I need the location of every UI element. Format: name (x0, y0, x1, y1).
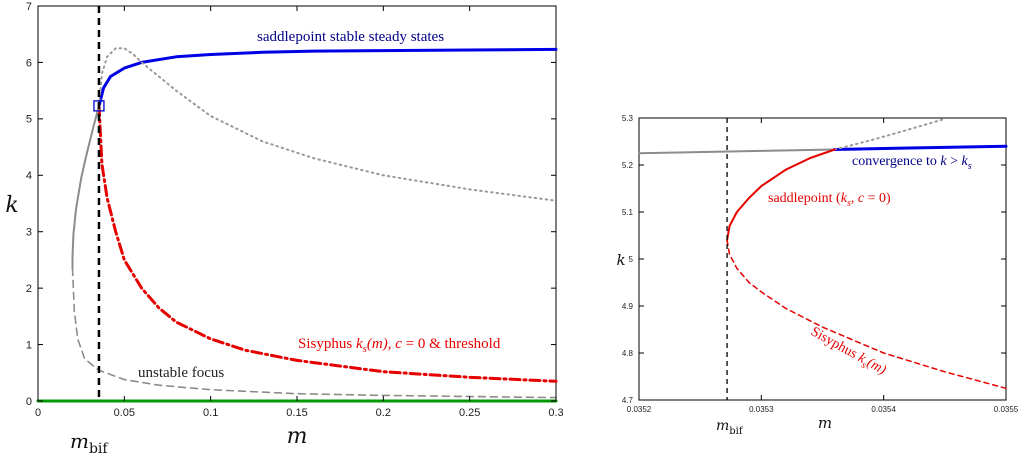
l-x-tick-label: 0.05 (114, 407, 135, 419)
left-x-axis-label: m (287, 424, 308, 449)
r-series-dotted-gray (833, 117, 946, 151)
l-x-tick-label: 0.1 (203, 407, 218, 419)
r-series-solid-gray (638, 148, 836, 155)
l-series-solid-blue (97, 47, 558, 108)
r-y-tick-label: 5.2 (622, 161, 634, 170)
l-series-dashed-gray (71, 267, 557, 399)
right-chart: 0.0352 0.0353 0.0354 0.0355 4.7 4.8 4.9 5 5.1 5.2… (616, 114, 1018, 437)
r-x-tick-label: 0.0354 (871, 405, 896, 414)
l-series-solid-gray (71, 104, 100, 270)
left-unstable-annotation: unstable focus (138, 365, 224, 381)
left-sisyphus-m: (m), (367, 336, 395, 352)
right-convergence-k: k (940, 154, 947, 169)
left-y-axis-label: k (5, 193, 18, 218)
r-y-tick-label: 4.8 (622, 349, 634, 358)
left-sisyphus-prefix: Sisyphus (298, 336, 356, 352)
right-saddle-k: k (841, 191, 848, 206)
left-plot-frame (37, 5, 557, 402)
right-saddle-suffix: = 0) (864, 191, 891, 206)
l-x-tick-label: 0.2 (376, 407, 391, 419)
right-saddle-annotation: saddlepoint (ks, c = 0) (768, 191, 891, 209)
left-bifurcation-marker (93, 100, 105, 112)
right-convergence-s: s (968, 161, 972, 172)
right-convergence-gt: > (947, 154, 962, 169)
l-y-tick-label: 1 (26, 339, 32, 351)
right-plot-frame (638, 117, 1007, 401)
right-mbif-label: mbif (716, 418, 744, 437)
l-y-tick-label: 6 (26, 57, 32, 69)
l-y-tick-label: 3 (26, 227, 32, 239)
r-x-tick-label: 0.0355 (994, 405, 1019, 414)
left-mbif-label: mbif (70, 429, 109, 457)
left-sisyphus-s: s (363, 343, 367, 355)
l-series-dashdot-red (97, 104, 558, 383)
left-sisyphus-k: k (356, 336, 363, 352)
r-y-tick-label: 4.7 (622, 396, 634, 405)
l-x-tick-label: 0.25 (459, 407, 480, 419)
r-x-tick-label: 0.0352 (627, 405, 652, 414)
right-convergence-ks: k (962, 154, 969, 169)
r-x-tick-label: 0.0353 (749, 405, 774, 414)
right-saddle-prefix: saddlepoint ( (768, 191, 841, 206)
left-stable-annotation: saddlepoint stable steady states (257, 29, 444, 45)
r-y-tick-label: 5 (629, 255, 634, 264)
l-x-tick-label: 0 (35, 407, 41, 419)
r-y-tick-label: 5.1 (622, 208, 634, 217)
right-convergence-prefix: convergence to (852, 154, 940, 169)
l-x-tick-label: 0.15 (286, 407, 307, 419)
l-y-tick-label: 2 (26, 283, 32, 295)
right-saddle-c: c (858, 191, 865, 206)
r-series-solid-red (726, 148, 836, 242)
right-y-axis-label: k (616, 251, 625, 269)
left-mbif-sub: bif (89, 441, 109, 457)
left-sisyphus-annotation: Sisyphus ks(m), c = 0 & threshold (298, 336, 501, 355)
r-series-solid-blue (833, 144, 1008, 151)
right-sisyphus-s: s (859, 360, 868, 372)
l-series-dotted-gray (98, 47, 557, 202)
left-mbif-base: m (70, 429, 89, 453)
right-mbif-sub: bif (729, 426, 744, 437)
l-y-tick-label: 5 (26, 114, 32, 126)
left-sisyphus-c: c (395, 336, 402, 352)
l-y-tick-label: 7 (26, 1, 32, 13)
right-mbif-base: m (716, 418, 729, 434)
l-y-tick-label: 0 (26, 396, 32, 408)
right-x-axis-label: m (818, 414, 832, 432)
l-x-tick-label: 0.3 (548, 407, 563, 419)
l-y-tick-label: 4 (26, 170, 32, 182)
r-y-tick-label: 4.9 (622, 302, 634, 311)
left-sisyphus-suffix: = 0 & threshold (402, 336, 501, 352)
r-y-tick-label: 5.3 (622, 114, 634, 123)
r-series-dashed-red (726, 239, 1007, 390)
right-saddle-s: s (847, 198, 851, 209)
right-convergence-annotation: convergence to k > ks (852, 154, 972, 172)
right-saddle-comma: , (851, 191, 858, 206)
